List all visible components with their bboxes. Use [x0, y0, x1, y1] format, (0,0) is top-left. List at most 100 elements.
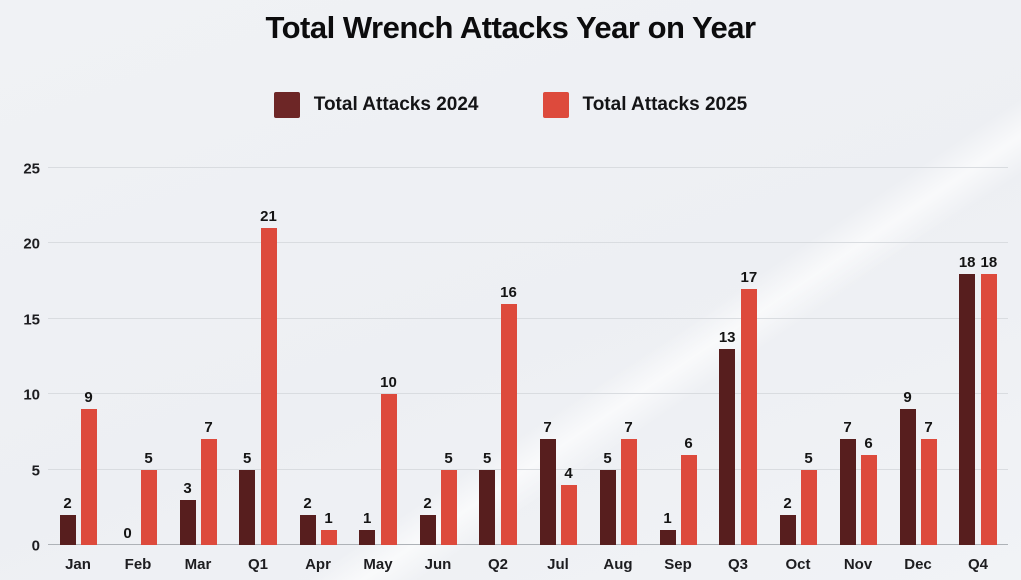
x-axis-label-mar: Mar [184, 556, 212, 573]
bar-group-sep: 1 6 Sep [648, 168, 708, 573]
bar-total-attacks-2025 [560, 484, 577, 545]
bar-total-attacks-2024 [179, 499, 196, 545]
bar-col: 5 [800, 168, 817, 545]
y-tick-label-0: 0 [31, 537, 40, 555]
bar-col: 4 [560, 168, 577, 545]
bar-group-q2: 5 16 Q2 [468, 168, 528, 573]
bar-total-attacks-2024 [899, 409, 916, 545]
bar-col: 7 [920, 168, 937, 545]
chart-legend: Total Attacks 2024 Total Attacks 2025 [0, 92, 1021, 118]
bar-value-label: 2 [423, 494, 432, 512]
bar-total-attacks-2024 [539, 439, 556, 545]
y-tick-label-5: 5 [31, 462, 40, 480]
bar-group-aug: 5 7 Aug [588, 168, 648, 573]
x-axis-label-q3: Q3 [727, 556, 748, 573]
bar-value-label: 5 [603, 449, 612, 467]
bar-col: 6 [860, 168, 877, 545]
bar-total-attacks-2024 [959, 273, 976, 545]
bar-col: 9 [899, 168, 916, 545]
bar-group-nov: 7 6 Nov [828, 168, 888, 573]
bar-total-attacks-2025 [500, 303, 517, 545]
x-axis-label-aug: Aug [603, 556, 633, 573]
bar-col: 7 [839, 168, 856, 545]
bar-group-may: 1 10 May [348, 168, 408, 573]
bar-total-attacks-2024 [659, 529, 676, 545]
bar-value-label: 16 [500, 283, 517, 301]
x-axis-label-feb: Feb [124, 556, 152, 573]
x-axis-line [48, 544, 1008, 545]
bar-col: 13 [719, 168, 736, 545]
x-axis-label-jun: Jun [424, 556, 452, 573]
gridline-15 [48, 317, 1008, 319]
bar-total-attacks-2025 [680, 454, 697, 545]
bar-total-attacks-2025 [620, 439, 637, 545]
y-tick-label-20: 20 [23, 235, 40, 253]
bar-value-label: 5 [444, 449, 453, 467]
legend-item-2024: Total Attacks 2024 [273, 92, 479, 118]
bar-col: 2 [779, 168, 796, 545]
bar-value-label: 2 [303, 494, 312, 512]
bar-value-label: 9 [903, 389, 912, 407]
bar-value-label: 10 [380, 374, 397, 392]
bar-total-attacks-2024 [479, 469, 496, 545]
bar-value-label: 1 [663, 509, 672, 527]
bar-value-label: 7 [543, 419, 552, 437]
bar-value-label: 17 [740, 268, 758, 286]
bar-value-label: 4 [564, 464, 573, 482]
legend-label-2024: Total Attacks 2024 [313, 94, 479, 115]
bar-col: 5 [140, 168, 157, 545]
bar-col: 10 [380, 168, 397, 545]
bar-total-attacks-2025 [140, 469, 157, 545]
plot-area: 0 5 10 15 20 25 2 9 Jan 0 5 Feb 3 7 Mar 5 21 Q1 2 1 Apr 1 10 Ma… [23, 162, 1008, 573]
bar-group-jun: 2 5 Jun [408, 168, 468, 573]
x-axis-label-oct: Oct [785, 556, 811, 573]
bar-group-apr: 2 1 Apr [288, 168, 348, 573]
bar-value-label: 7 [204, 419, 213, 437]
bar-col: 9 [80, 168, 97, 545]
bar-value-label: 6 [864, 434, 873, 452]
bar-total-attacks-2025 [200, 439, 217, 545]
bar-col: 5 [479, 168, 496, 545]
bar-col: 2 [59, 168, 76, 545]
bar-value-label: 0 [123, 525, 132, 542]
bar-value-label: 7 [924, 419, 933, 437]
x-axis-label-sep: Sep [664, 556, 692, 573]
bar-col: 1 [359, 168, 376, 545]
bar-total-attacks-2025 [920, 439, 937, 545]
bar-total-attacks-2025 [260, 228, 277, 545]
y-tick-label-25: 25 [23, 160, 40, 178]
bar-value-label: 21 [260, 208, 277, 226]
legend-swatch-2024 [273, 92, 300, 118]
bar-value-label: 1 [362, 509, 372, 527]
bar-group-jul: 7 4 Jul [528, 168, 588, 573]
bar-group-feb: 0 5 Feb [108, 168, 168, 573]
bar-total-attacks-2025 [800, 469, 817, 545]
bar-col: 7 [620, 168, 637, 545]
bar-col: 21 [260, 168, 277, 545]
y-tick-label-10: 10 [23, 386, 40, 404]
legend-swatch-2025 [542, 92, 569, 118]
bar-total-attacks-2024 [239, 469, 256, 545]
x-axis-label-jul: Jul [547, 556, 569, 573]
bar-total-attacks-2024 [779, 514, 796, 545]
bar-col: 18 [980, 168, 997, 545]
x-axis-label-q4: Q4 [967, 556, 988, 573]
bar-group-q1: 5 21 Q1 [228, 168, 288, 573]
bar-groups: 2 9 Jan 0 5 Feb 3 7 Mar 5 21 Q1 2 1 Apr 1 10 May 2 5 Jun 5 16 Q… [48, 168, 1008, 573]
bar-value-label: 7 [624, 419, 633, 437]
bar-total-attacks-2024 [719, 348, 736, 545]
gridline-10 [48, 393, 1008, 395]
bar-total-attacks-2025 [980, 273, 997, 545]
bar-col: 1 [659, 168, 676, 545]
bar-total-attacks-2025 [740, 288, 757, 545]
bar-group-oct: 2 5 Oct [768, 168, 828, 573]
bar-value-label: 5 [242, 449, 252, 467]
bar-col: 5 [599, 168, 616, 545]
legend-item-2025: Total Attacks 2025 [542, 92, 747, 118]
bar-col: 0 [120, 168, 136, 545]
bar-total-attacks-2024 [839, 439, 856, 545]
bar-col: 7 [539, 168, 556, 545]
bar-total-attacks-2024 [299, 514, 316, 545]
y-tick-label-15: 15 [23, 311, 40, 329]
